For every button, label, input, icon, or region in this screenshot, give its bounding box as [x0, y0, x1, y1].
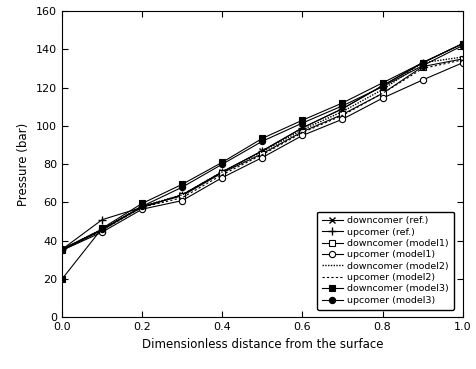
downcomer (ref.) [219, 170, 225, 174]
Line: downcomer (model1): downcomer (model1) [59, 56, 465, 254]
upcomer (model2) [299, 130, 305, 135]
upcomer (model3) [219, 162, 225, 166]
downcomer (model2) [419, 61, 425, 65]
downcomer (ref.) [379, 83, 385, 88]
Line: downcomer (model3): downcomer (model3) [59, 41, 465, 282]
Line: downcomer (ref.): downcomer (ref.) [59, 40, 465, 253]
upcomer (ref.) [139, 205, 145, 210]
upcomer (ref.) [419, 61, 425, 65]
downcomer (model1) [299, 130, 305, 134]
downcomer (ref.) [459, 41, 465, 46]
Line: upcomer (ref.): upcomer (ref.) [58, 39, 466, 254]
upcomer (model2) [219, 173, 225, 177]
downcomer (model1) [459, 57, 465, 61]
downcomer (model3) [99, 226, 105, 231]
downcomer (model2) [259, 149, 265, 154]
upcomer (model3) [459, 43, 465, 48]
upcomer (model1) [59, 248, 65, 252]
upcomer (model3) [339, 104, 345, 108]
upcomer (ref.) [379, 83, 385, 88]
upcomer (model1) [139, 207, 145, 211]
upcomer (model3) [179, 185, 185, 189]
upcomer (model1) [459, 61, 465, 65]
upcomer (model1) [379, 96, 385, 100]
downcomer (ref.) [99, 227, 105, 231]
upcomer (ref.) [59, 247, 65, 252]
upcomer (model1) [99, 230, 105, 234]
upcomer (model3) [299, 121, 305, 125]
downcomer (ref.) [419, 61, 425, 65]
upcomer (model2) [459, 58, 465, 62]
upcomer (ref.) [259, 149, 265, 153]
upcomer (ref.) [99, 217, 105, 222]
downcomer (model3) [419, 61, 425, 65]
upcomer (ref.) [459, 41, 465, 46]
downcomer (model2) [99, 227, 105, 231]
Legend: downcomer (ref.), upcomer (ref.), downcomer (model1), upcomer (model1), downcome: downcomer (ref.), upcomer (ref.), downco… [317, 211, 453, 310]
upcomer (model3) [419, 63, 425, 68]
upcomer (model2) [59, 248, 65, 252]
downcomer (model3) [379, 81, 385, 85]
downcomer (model2) [179, 193, 185, 197]
upcomer (model1) [219, 175, 225, 180]
downcomer (model1) [259, 151, 265, 156]
downcomer (model1) [139, 204, 145, 208]
downcomer (model1) [419, 64, 425, 69]
downcomer (model3) [139, 201, 145, 206]
upcomer (model2) [259, 152, 265, 157]
downcomer (model2) [379, 87, 385, 92]
upcomer (ref.) [219, 170, 225, 174]
downcomer (model3) [179, 182, 185, 186]
Line: upcomer (model2): upcomer (model2) [62, 60, 462, 250]
X-axis label: Dimensionless distance from the surface: Dimensionless distance from the surface [141, 338, 382, 351]
downcomer (ref.) [59, 247, 65, 252]
downcomer (model2) [459, 55, 465, 59]
downcomer (model1) [99, 228, 105, 232]
upcomer (model1) [339, 117, 345, 121]
upcomer (model2) [419, 66, 425, 71]
downcomer (model3) [459, 41, 465, 46]
downcomer (model2) [59, 247, 65, 252]
downcomer (ref.) [299, 125, 305, 130]
upcomer (model1) [299, 133, 305, 138]
upcomer (model2) [339, 113, 345, 118]
downcomer (model3) [59, 277, 65, 281]
downcomer (model2) [219, 170, 225, 174]
downcomer (ref.) [179, 193, 185, 197]
downcomer (model3) [339, 101, 345, 105]
downcomer (model1) [219, 170, 225, 175]
downcomer (model2) [339, 109, 345, 114]
downcomer (model1) [179, 194, 185, 198]
downcomer (model1) [59, 248, 65, 252]
downcomer (model1) [339, 112, 345, 117]
Y-axis label: Pressure (bar): Pressure (bar) [18, 123, 30, 206]
Line: upcomer (model3): upcomer (model3) [59, 42, 465, 252]
downcomer (model3) [219, 160, 225, 165]
upcomer (model1) [419, 78, 425, 82]
upcomer (ref.) [339, 107, 345, 111]
upcomer (model3) [59, 247, 65, 252]
upcomer (ref.) [299, 125, 305, 130]
Line: downcomer (model2): downcomer (model2) [62, 57, 462, 249]
upcomer (ref.) [179, 193, 185, 197]
upcomer (model3) [259, 139, 265, 144]
downcomer (model3) [299, 118, 305, 123]
Line: upcomer (model1): upcomer (model1) [59, 60, 465, 254]
upcomer (model3) [139, 204, 145, 208]
upcomer (model2) [179, 196, 185, 200]
downcomer (ref.) [139, 205, 145, 210]
upcomer (model2) [379, 91, 385, 96]
downcomer (model1) [379, 91, 385, 96]
upcomer (model1) [179, 199, 185, 203]
upcomer (model1) [259, 155, 265, 160]
upcomer (model3) [99, 227, 105, 231]
downcomer (ref.) [259, 149, 265, 153]
downcomer (model3) [259, 136, 265, 141]
upcomer (model2) [99, 228, 105, 232]
downcomer (model2) [299, 128, 305, 132]
upcomer (model3) [379, 85, 385, 89]
upcomer (model2) [139, 205, 145, 210]
downcomer (ref.) [339, 107, 345, 111]
downcomer (model2) [139, 204, 145, 208]
